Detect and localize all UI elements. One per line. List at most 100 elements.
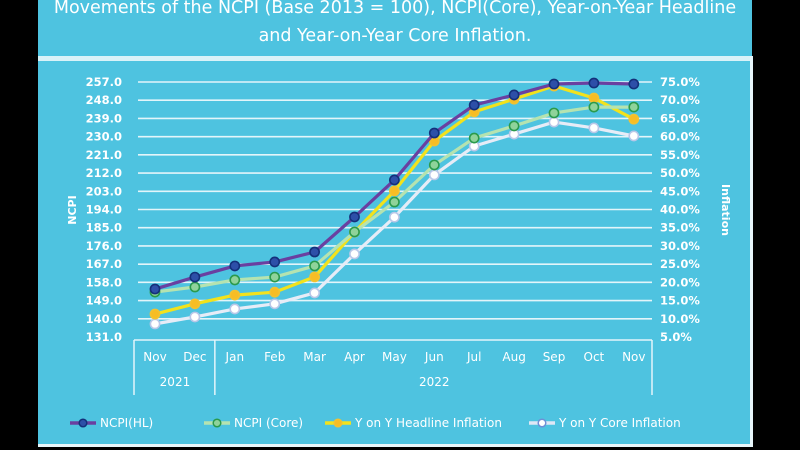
data-point	[468, 132, 480, 144]
left-tick-label: 176.0	[86, 239, 122, 253]
year-label: 2021	[160, 375, 191, 389]
right-tick-label: 35.0%	[660, 221, 700, 235]
x-axis: Nov Dec Jan Feb Mar Apr May Jun Jul Aug Sep Oct Nov 2…	[133, 339, 653, 395]
left-tick-label: 194.0	[86, 203, 122, 217]
legend-item-y-on-y-core-inflation: Y on Y Core Inflation	[529, 416, 681, 430]
data-point	[149, 283, 161, 295]
data-point	[548, 78, 560, 90]
right-tick-label: 75.0%	[660, 75, 700, 89]
data-point	[468, 99, 480, 111]
data-point	[189, 311, 201, 323]
data-point	[189, 281, 201, 293]
series-line	[154, 120, 635, 326]
data-point	[269, 298, 281, 310]
x-tick-label: Nov	[622, 350, 645, 364]
data-point	[508, 89, 520, 101]
data-point	[189, 298, 201, 310]
x-tick-label: Dec	[183, 350, 206, 364]
data-point	[269, 256, 281, 268]
legend-swatch-marker	[78, 418, 88, 428]
chart-title-line-1: Movements of the NCPI (Base 2013 = 100),…	[53, 0, 737, 18]
x-tick-label: Jul	[466, 350, 481, 364]
data-point	[189, 271, 201, 283]
data-point	[229, 289, 241, 301]
x-tick-label: Feb	[264, 350, 285, 364]
x-tick-label: Jun	[424, 350, 444, 364]
legend-swatch-marker	[537, 418, 547, 428]
left-tick-label: 221.0	[86, 148, 122, 162]
data-point	[309, 246, 320, 258]
data-point	[309, 271, 320, 283]
legend-swatch-marker	[212, 418, 222, 428]
data-point	[588, 77, 600, 89]
data-point	[349, 248, 360, 260]
data-point	[388, 211, 400, 223]
x-tick-label: Oct	[584, 350, 605, 364]
year-label: 2022	[419, 375, 450, 389]
left-axis-ticks: 257.0 248.0 239.0 230.0 221.0 212.0 203.0 194.0…	[86, 75, 122, 344]
data-point	[269, 271, 281, 283]
legend-item-ncpi-hl: NCPI(HL)	[70, 416, 153, 430]
legend-label: NCPI(HL)	[100, 416, 153, 430]
panel-bottom-edge	[38, 444, 752, 447]
right-tick-label: 50.0%	[660, 166, 700, 180]
chart-title-line-2: and Year-on-Year Core Inflation.	[258, 26, 532, 46]
legend-label: NCPI (Core)	[234, 416, 303, 430]
data-point	[269, 286, 281, 298]
x-tick-label: Apr	[344, 350, 365, 364]
data-point	[388, 196, 400, 208]
right-tick-label: 40.0%	[660, 203, 700, 217]
data-point	[548, 107, 560, 119]
chart-panel	[38, 0, 752, 447]
x-tick-label: Aug	[502, 350, 525, 364]
right-tick-label: 5.0%	[660, 330, 692, 344]
right-tick-label: 55.0%	[660, 148, 700, 162]
legend-item-ncpi-core: NCPI (Core)	[204, 416, 303, 430]
left-tick-label: 248.0	[86, 93, 122, 107]
legend-label: Y on Y Headline Inflation	[354, 416, 502, 430]
legend-swatch-marker	[333, 418, 343, 428]
data-point	[628, 101, 640, 113]
right-tick-label: 60.0%	[660, 130, 700, 144]
right-tick-label: 30.0%	[660, 239, 700, 253]
data-point	[588, 101, 600, 113]
series-lines	[149, 77, 640, 330]
data-point	[428, 127, 440, 139]
panel-right-edge	[750, 56, 753, 447]
x-tick-label: Sep	[543, 350, 566, 364]
right-axis-ticks: 75.0% 70.0% 65.0% 60.0% 55.0% 50.0% 45.0% 40.0%…	[660, 75, 700, 344]
data-point	[588, 92, 600, 104]
data-point	[428, 159, 440, 171]
right-tick-label: 65.0%	[660, 111, 700, 125]
series-ncpi-hl	[149, 77, 640, 295]
data-point	[309, 287, 320, 299]
legend-label: Y on Y Core Inflation	[558, 416, 681, 430]
data-point	[149, 308, 161, 320]
data-point	[388, 185, 400, 197]
data-point	[349, 211, 360, 223]
series-ncpi-core	[149, 101, 640, 298]
right-tick-label: 10.0%	[660, 312, 700, 326]
left-tick-label: 203.0	[86, 184, 122, 198]
data-point	[548, 116, 560, 128]
left-tick-label: 149.0	[86, 294, 122, 308]
data-point	[588, 122, 600, 134]
data-point	[508, 120, 520, 132]
right-tick-label: 20.0%	[660, 275, 700, 289]
left-tick-label: 230.0	[86, 130, 122, 144]
data-point	[229, 274, 241, 286]
right-tick-label: 70.0%	[660, 93, 700, 107]
left-tick-label: 140.0	[86, 312, 122, 326]
right-axis-title: Inflation	[719, 184, 732, 236]
left-tick-label: 158.0	[86, 275, 122, 289]
left-tick-label: 257.0	[86, 75, 122, 89]
left-tick-label: 131.0	[86, 330, 122, 344]
right-tick-label: 15.0%	[660, 294, 700, 308]
left-tick-label: 167.0	[86, 257, 122, 271]
series-y-on-y-core-inflation	[149, 116, 640, 330]
data-point	[229, 303, 241, 315]
title-separator	[38, 56, 752, 61]
data-point	[628, 78, 640, 90]
data-point	[149, 318, 161, 330]
